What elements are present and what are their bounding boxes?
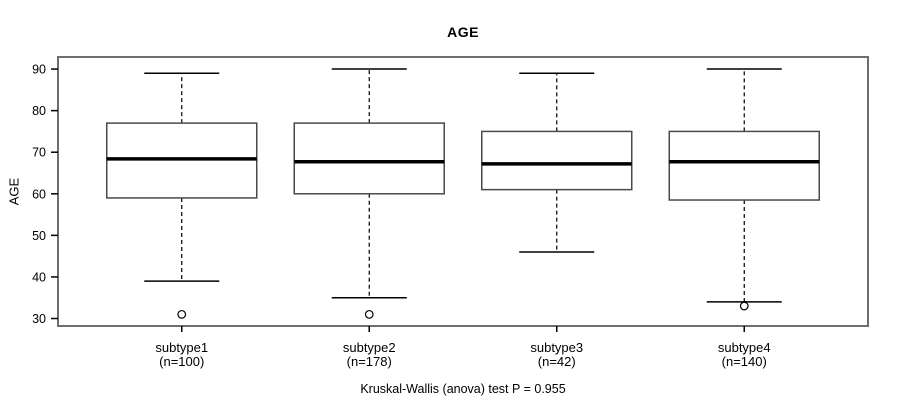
y-tick-label: 40: [32, 270, 46, 284]
category-sublabel: (n=140): [722, 354, 767, 369]
iqr-box: [293, 122, 445, 195]
category-label: subtype3: [530, 340, 583, 355]
y-tick-label: 80: [32, 104, 46, 118]
category-sublabel: (n=42): [538, 354, 576, 369]
chart-title: AGE: [447, 24, 479, 40]
category-label: subtype4: [718, 340, 771, 355]
outlier-point: [177, 309, 187, 319]
outlier-point: [739, 301, 749, 311]
y-tick-label: 70: [32, 146, 46, 160]
category-sublabel: (n=178): [347, 354, 392, 369]
iqr-box: [668, 130, 820, 201]
y-tick-label: 60: [32, 187, 46, 201]
plot-frame: [57, 56, 869, 327]
y-tick-label: 30: [32, 312, 46, 326]
category-sublabel: (n=100): [159, 354, 204, 369]
y-tick-label: 90: [32, 63, 46, 77]
category-label: subtype1: [155, 340, 208, 355]
iqr-box: [481, 130, 633, 191]
y-tick-label: 50: [32, 229, 46, 243]
category-label: subtype2: [343, 340, 396, 355]
kruskal-wallis-note: Kruskal-Wallis (anova) test P = 0.955: [360, 382, 566, 396]
outlier-point: [364, 309, 374, 319]
